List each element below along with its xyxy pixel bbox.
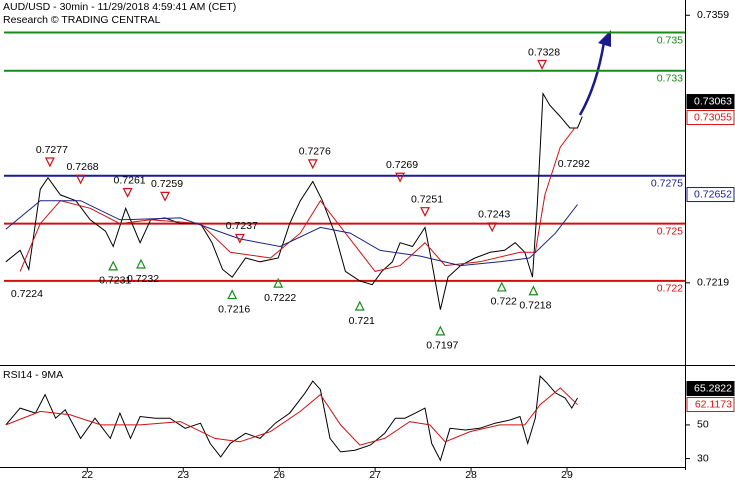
arrow-shaft: [578, 41, 606, 116]
level-label: 0.733: [657, 72, 683, 84]
series-line: [19, 127, 576, 272]
annotation-label: 0.7216: [218, 303, 250, 315]
low-marker: [273, 277, 284, 288]
series-line: [5, 375, 578, 462]
price-tag-label: 0.72652: [694, 188, 732, 200]
annotation-label: 0.7259: [151, 178, 183, 190]
chart-subtitle: Research © TRADING CENTRAL: [3, 14, 161, 26]
level-label: 0.735: [657, 34, 683, 46]
annotation-label: 0.7224: [11, 288, 43, 300]
rsi-title: RSI14 - 9MA: [3, 369, 63, 381]
level-label: 0.722: [657, 283, 683, 295]
level-label: 0.7275: [651, 178, 683, 190]
annotation-label: 0.7328: [528, 46, 560, 58]
x-tick-label: 28: [465, 469, 477, 480]
arrow-head: [598, 30, 611, 47]
high-marker: [234, 233, 245, 244]
price-tag: [686, 397, 735, 413]
low-marker: [354, 300, 365, 311]
annotation-label: 0.7268: [67, 161, 99, 173]
chart-title: AUD/USD - 30min - 11/29/2018 4:59:41 AM …: [3, 1, 236, 13]
annotation-label: 0.7292: [558, 158, 590, 170]
annotation-label: 0.7222: [264, 292, 296, 304]
annotation-label: 0.721: [349, 315, 375, 327]
series-line: [5, 91, 583, 310]
high-marker: [307, 159, 318, 170]
annotation-label: 0.7218: [519, 300, 551, 312]
price-tag-label: 0.73055: [694, 111, 732, 123]
level-label: 0.725: [657, 225, 683, 237]
y-tick-label: 30: [697, 452, 709, 464]
price-tag: [686, 110, 735, 126]
price-tag: [686, 187, 735, 203]
annotation-label: 0.7269: [386, 159, 418, 171]
x-tick-label: 26: [273, 469, 285, 480]
low-marker: [136, 258, 147, 269]
annotation-label: 0.7261: [114, 174, 146, 186]
high-marker: [420, 207, 430, 218]
high-marker: [122, 187, 133, 198]
x-tick-label: 23: [177, 469, 189, 480]
annotation-label: 0.7276: [299, 146, 331, 158]
y-tick-label: 50: [697, 419, 709, 431]
x-tick-label: 29: [561, 469, 573, 480]
price-tag: [686, 381, 735, 397]
high-marker: [487, 222, 498, 233]
price-tag-label: 65.2822: [694, 382, 732, 394]
high-marker: [537, 59, 548, 70]
high-marker: [395, 172, 406, 183]
annotation-label: 0.7237: [226, 220, 258, 232]
low-marker: [435, 325, 446, 336]
x-tick-label: 22: [81, 469, 93, 480]
price-tag: [686, 94, 735, 110]
y-tick-label: 0.7219: [697, 277, 729, 289]
x-tick-label: 27: [369, 469, 381, 480]
low-marker: [227, 289, 238, 300]
annotation-label: 0.722: [491, 296, 517, 308]
price-tag-label: 0.73063: [694, 95, 732, 107]
annotation-label: 0.7197: [426, 340, 458, 352]
forecast-arrow: [578, 30, 611, 116]
series-line: [5, 200, 578, 267]
y-tick-label: 0.7359: [697, 9, 729, 21]
high-marker: [75, 174, 86, 185]
price-tag-label: 62.1173: [695, 398, 732, 410]
annotation-label: 0.7277: [36, 144, 68, 156]
high-marker: [160, 191, 170, 202]
low-marker: [528, 285, 539, 296]
annotation-label: 0.7251: [411, 193, 443, 205]
high-marker: [44, 157, 55, 168]
annotation-label: 0.7243: [478, 209, 510, 221]
annotation-label: 0.7232: [127, 273, 159, 285]
series-line: [5, 387, 578, 446]
low-marker: [496, 281, 507, 292]
annotation-label: 0.7231: [99, 275, 131, 287]
low-marker: [108, 260, 119, 271]
